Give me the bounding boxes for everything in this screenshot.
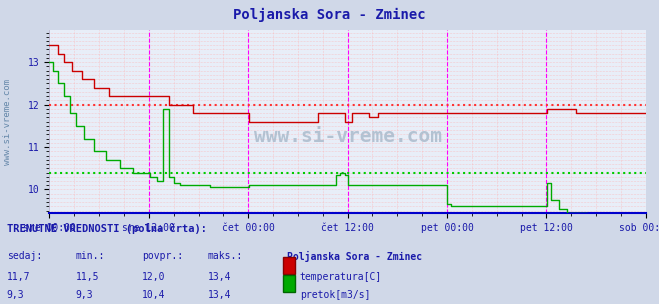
Text: 9,3: 9,3 — [7, 290, 24, 300]
Text: min.:: min.: — [76, 251, 105, 261]
Text: www.si-vreme.com: www.si-vreme.com — [3, 79, 13, 164]
Text: maks.:: maks.: — [208, 251, 243, 261]
Text: www.si-vreme.com: www.si-vreme.com — [254, 127, 442, 146]
Text: 13,4: 13,4 — [208, 272, 231, 282]
Text: 9,3: 9,3 — [76, 290, 94, 300]
Text: TRENUTNE VREDNOSTI (polna črta):: TRENUTNE VREDNOSTI (polna črta): — [7, 223, 206, 234]
Text: temperatura[C]: temperatura[C] — [300, 272, 382, 282]
Text: povpr.:: povpr.: — [142, 251, 183, 261]
Text: 10,4: 10,4 — [142, 290, 165, 300]
Text: 13,4: 13,4 — [208, 290, 231, 300]
Text: Poljanska Sora - Zminec: Poljanska Sora - Zminec — [233, 8, 426, 22]
Text: Poljanska Sora - Zminec: Poljanska Sora - Zminec — [287, 251, 422, 262]
Text: 12,0: 12,0 — [142, 272, 165, 282]
Text: 11,5: 11,5 — [76, 272, 100, 282]
Text: pretok[m3/s]: pretok[m3/s] — [300, 290, 370, 300]
Text: sedaj:: sedaj: — [7, 251, 42, 261]
Text: 11,7: 11,7 — [7, 272, 30, 282]
